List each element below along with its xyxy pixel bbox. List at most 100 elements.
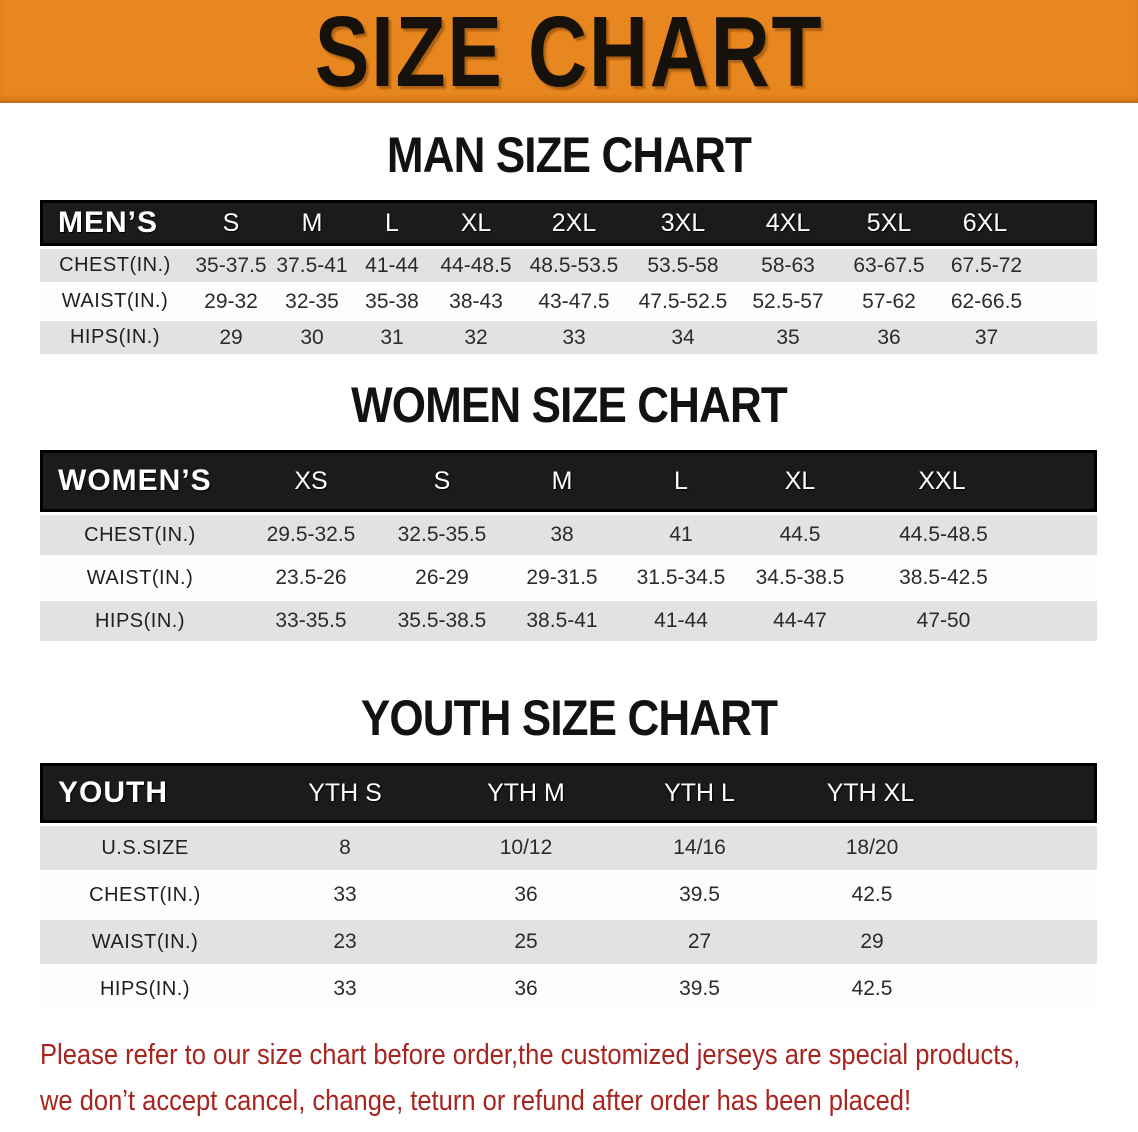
table-row: HIPS(IN.) 29 30 31 32 33 34 35 36 37 xyxy=(40,321,1097,354)
size-value: 29.5-32.5 xyxy=(266,523,356,546)
size-value: 18/20 xyxy=(845,836,899,859)
size-value: 58-63 xyxy=(761,253,815,277)
women-size-table: WOMEN’S XS S M L XL XXL CHEST(IN.) 29.5-32.5 32.5… xyxy=(40,447,1097,644)
row-label: CHEST(IN.) xyxy=(89,883,201,906)
column-header: S xyxy=(190,200,272,246)
size-value: 32 xyxy=(464,325,488,349)
size-value: 37.5-41 xyxy=(276,253,348,277)
column-header: XXL xyxy=(860,450,1097,512)
size-value: 44.5 xyxy=(779,523,821,546)
notice-line-2: we don’t accept cancel, change, teturn o… xyxy=(40,1085,912,1117)
size-value: 35 xyxy=(776,325,800,349)
size-value: 38-43 xyxy=(449,289,503,313)
size-value: 36 xyxy=(877,325,901,349)
size-value: 33-35.5 xyxy=(275,609,347,632)
size-value: 53.5-58 xyxy=(647,253,719,277)
size-value: 44-48.5 xyxy=(440,253,512,277)
size-value: 35-38 xyxy=(365,289,419,313)
column-header: YTH L xyxy=(612,763,787,823)
size-value: 36 xyxy=(514,883,538,906)
size-value: 37 xyxy=(974,325,999,349)
column-header: M xyxy=(272,200,352,246)
size-value: 39.5 xyxy=(679,977,720,1000)
size-value: 33 xyxy=(562,325,586,349)
table-row: CHEST(IN.) 35-37.5 37.5-41 41-44 44-48.5 48.5… xyxy=(40,249,1097,282)
size-value: 42.5 xyxy=(851,977,893,1000)
column-header: M xyxy=(502,450,622,512)
size-value: 39.5 xyxy=(679,883,720,906)
column-header: YTH S xyxy=(250,763,440,823)
row-label: CHEST(IN.) xyxy=(59,254,171,276)
row-label: HIPS(IN.) xyxy=(94,609,186,632)
column-header: XS xyxy=(240,450,382,512)
row-label: HIPS(IN.) xyxy=(99,977,191,1000)
size-value: 33 xyxy=(333,977,357,1000)
size-value: 29-31.5 xyxy=(526,566,598,589)
size-value: 30 xyxy=(300,325,324,349)
size-value: 14/16 xyxy=(673,836,726,859)
size-value: 67.5-72 xyxy=(950,253,1023,277)
size-value: 48.5-53.5 xyxy=(529,253,619,277)
section-heading-men: MAN SIZE CHART xyxy=(386,127,752,183)
size-value: 31.5-34.5 xyxy=(636,566,726,589)
column-header: L xyxy=(622,450,740,512)
size-value: 52.5-57 xyxy=(752,289,824,313)
header-row: YOUTH YTH S YTH M YTH L YTH XL xyxy=(40,763,1097,823)
column-header: 4XL xyxy=(738,200,838,246)
size-value: 34 xyxy=(671,325,695,349)
header-row: MEN’S S M L XL 2XL 3XL 4XL 5XL 6XL xyxy=(40,200,1097,246)
column-header: YTH M xyxy=(440,763,612,823)
row-label: WAIST(IN.) xyxy=(61,290,169,312)
size-value: 38 xyxy=(550,523,574,546)
column-header: 3XL xyxy=(628,200,738,246)
header-row: WOMEN’S XS S M L XL XXL xyxy=(40,450,1097,512)
banner: SIZE CHART xyxy=(0,0,1138,103)
size-value: 32.5-35.5 xyxy=(397,523,487,546)
size-value: 57-62 xyxy=(862,289,916,313)
size-value: 35.5-38.5 xyxy=(397,609,487,632)
column-header: XL xyxy=(740,450,860,512)
size-value: 29-32 xyxy=(204,289,258,313)
size-value: 33 xyxy=(333,883,357,906)
column-header: 6XL xyxy=(940,200,1097,246)
size-value: 32-35 xyxy=(285,289,339,313)
table-row: CHEST(IN.) 29.5-32.5 32.5-35.5 38 41 44.5 44.5… xyxy=(40,515,1097,555)
size-value: 35-37.5 xyxy=(195,253,267,277)
table-row: WAIST(IN.) 23 25 27 29 xyxy=(40,920,1097,964)
size-value: 62-66.5 xyxy=(950,289,1023,313)
size-value: 63-67.5 xyxy=(853,253,925,277)
table-row: HIPS(IN.) 33-35.5 35.5-38.5 38.5-41 41-44 44-… xyxy=(40,601,1097,641)
column-header: L xyxy=(352,200,432,246)
size-value: 41-44 xyxy=(654,609,708,632)
size-value: 26-29 xyxy=(415,566,469,589)
size-value: 31 xyxy=(380,325,404,349)
row-label: WAIST(IN.) xyxy=(91,930,199,953)
size-value: 25 xyxy=(514,930,538,953)
size-value: 41-44 xyxy=(365,253,419,277)
size-value: 44.5-48.5 xyxy=(899,523,988,546)
column-header: XL xyxy=(432,200,520,246)
size-chart-sections: MAN SIZE CHART MEN’S S M L XL 2XL 3XL 4XL 5XL 6XL C… xyxy=(0,127,1138,1014)
youth-size-table: YOUTH YTH S YTH M YTH L YTH XL U.S.SIZE 8 10/12… xyxy=(40,760,1097,1014)
size-value: 10/12 xyxy=(499,836,553,859)
size-value: 34.5-38.5 xyxy=(755,566,845,589)
notice-line-1: Please refer to our size chart before or… xyxy=(40,1039,1021,1071)
size-value: 23.5-26 xyxy=(275,566,347,589)
size-value: 29 xyxy=(219,325,243,349)
row-label: WAIST(IN.) xyxy=(86,566,194,589)
table-title-women: WOMEN’S xyxy=(40,450,240,512)
table-row: WAIST(IN.) 23.5-26 26-29 29-31.5 31.5-34.5 34… xyxy=(40,558,1097,598)
size-value: 41 xyxy=(669,523,693,546)
size-value: 38.5-42.5 xyxy=(899,566,988,589)
section-men: MAN SIZE CHART MEN’S S M L XL 2XL 3XL 4XL 5XL 6XL C… xyxy=(0,127,1138,357)
page-title: SIZE CHART xyxy=(314,0,824,108)
size-value: 42.5 xyxy=(851,883,893,906)
size-value: 27 xyxy=(687,930,712,953)
column-header: YTH XL xyxy=(787,763,1097,823)
table-row: WAIST(IN.) 29-32 32-35 35-38 38-43 43-47.5 47.… xyxy=(40,285,1097,318)
size-value: 23 xyxy=(333,930,357,953)
section-youth: YOUTH SIZE CHART YOUTH YTH S YTH M YTH L YTH … xyxy=(0,690,1138,1014)
men-size-table: MEN’S S M L XL 2XL 3XL 4XL 5XL 6XL CHEST(IN.) 35-37… xyxy=(40,197,1097,357)
size-value: 47.5-52.5 xyxy=(638,289,728,313)
